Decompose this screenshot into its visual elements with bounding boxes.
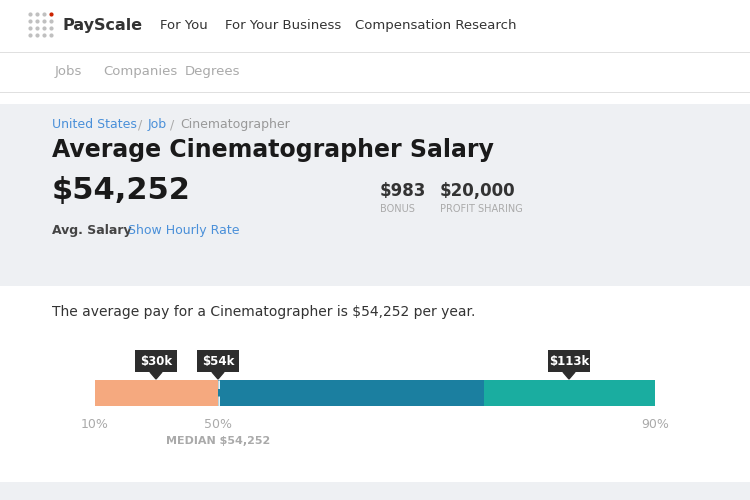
Text: BONUS: BONUS [380, 204, 415, 214]
Text: For You: For You [160, 19, 208, 32]
Text: Average Cinematographer Salary: Average Cinematographer Salary [52, 138, 494, 162]
Polygon shape [150, 372, 162, 379]
Text: PayScale: PayScale [62, 18, 142, 33]
Text: United States: United States [52, 118, 136, 131]
Text: $54k: $54k [202, 354, 234, 368]
Text: MEDIAN $54,252: MEDIAN $54,252 [166, 436, 270, 446]
Text: Job: Job [148, 118, 167, 131]
Text: $30k: $30k [140, 354, 172, 368]
Text: 10%: 10% [81, 418, 109, 431]
Text: Show Hourly Rate: Show Hourly Rate [128, 224, 239, 237]
Text: Companies: Companies [103, 65, 177, 78]
Text: 50%: 50% [204, 418, 232, 431]
Text: For Your Business: For Your Business [225, 19, 341, 32]
Text: $983: $983 [380, 182, 426, 200]
Text: Avg. Salary: Avg. Salary [52, 224, 132, 237]
Polygon shape [212, 372, 224, 379]
Text: Compensation Research: Compensation Research [355, 19, 517, 32]
Text: Degrees: Degrees [185, 65, 241, 78]
Text: Cinematographer: Cinematographer [180, 118, 290, 131]
Text: /: / [138, 118, 142, 131]
Text: $20,000: $20,000 [440, 182, 516, 200]
Text: PROFIT SHARING: PROFIT SHARING [440, 204, 523, 214]
Polygon shape [563, 372, 575, 379]
Text: $54,252: $54,252 [52, 176, 190, 205]
Text: Jobs: Jobs [55, 65, 82, 78]
Text: $113k: $113k [549, 354, 590, 368]
Text: The average pay for a Cinematographer is $54,252 per year.: The average pay for a Cinematographer is… [52, 305, 475, 319]
Text: /: / [170, 118, 174, 131]
Text: 90%: 90% [641, 418, 669, 431]
